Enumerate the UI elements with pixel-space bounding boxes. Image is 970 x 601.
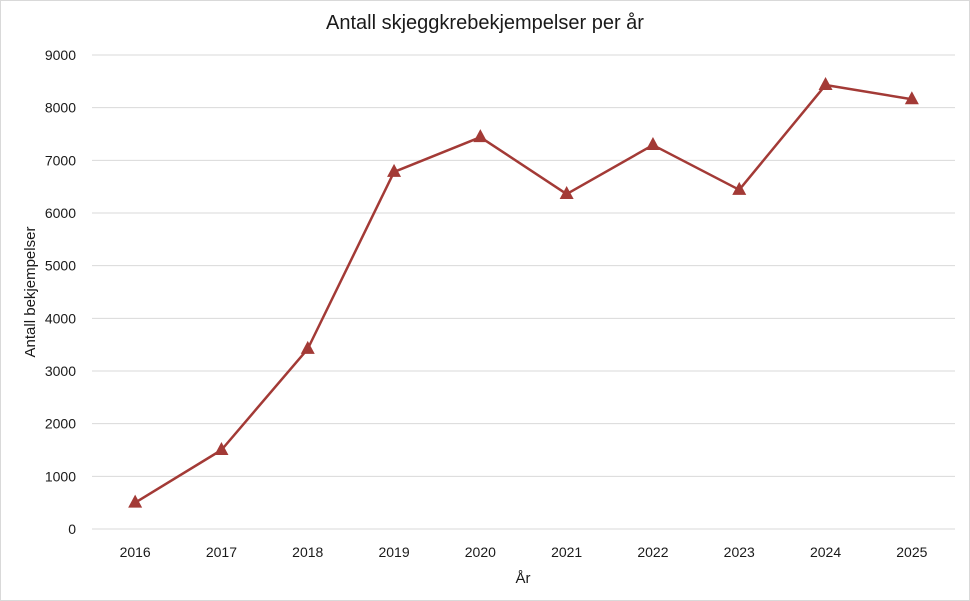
x-tick-label: 2021: [551, 544, 582, 560]
chart-title: Antall skjeggkrebekjempelser per år: [326, 12, 644, 34]
y-tick-label: 8000: [45, 100, 76, 116]
x-tick-label: 2019: [378, 544, 409, 560]
x-axis-ticks: 2016 2017 2018 2019 2020 2021 2022 2023 2024 2025: [120, 544, 928, 560]
y-axis-ticks: 0 1000 2000 3000 4000 5000 6000 7000 8000 9000: [45, 47, 76, 537]
y-tick-label: 9000: [45, 47, 76, 63]
x-tick-label: 2020: [465, 544, 496, 560]
y-tick-label: 4000: [45, 310, 76, 326]
x-tick-label: 2018: [292, 544, 323, 560]
x-tick-label: 2022: [637, 544, 668, 560]
y-tick-label: 7000: [45, 152, 76, 168]
y-tick-label: 1000: [45, 468, 76, 484]
triangle-marker-icon: [473, 129, 488, 143]
y-tick-label: 3000: [45, 363, 76, 379]
triangle-marker-icon: [214, 442, 229, 455]
x-tick-label: 2024: [810, 544, 841, 560]
triangle-marker-icon: [904, 91, 919, 105]
y-tick-label: 2000: [45, 416, 76, 432]
gridlines: [92, 54, 955, 530]
y-tick-label: 5000: [45, 258, 76, 274]
triangle-marker-icon: [387, 163, 402, 177]
triangle-marker-icon: [645, 137, 660, 151]
x-tick-label: 2016: [120, 544, 151, 560]
x-axis-title: År: [516, 570, 531, 587]
x-tick-label: 2017: [206, 544, 237, 560]
x-tick-label: 2023: [724, 544, 755, 560]
y-tick-label: 6000: [45, 205, 76, 221]
y-axis-title: Antall bekjempelser: [22, 227, 39, 358]
x-tick-label: 2025: [896, 544, 927, 560]
triangle-marker-icon: [559, 186, 574, 200]
series-line: [134, 83, 913, 504]
triangle-marker-icon: [128, 494, 143, 508]
triangle-marker-icon: [732, 181, 747, 195]
triangle-marker-icon: [818, 77, 833, 91]
data-series: [128, 77, 919, 508]
y-tick-label: 0: [68, 521, 76, 537]
triangle-marker-icon: [300, 340, 315, 354]
